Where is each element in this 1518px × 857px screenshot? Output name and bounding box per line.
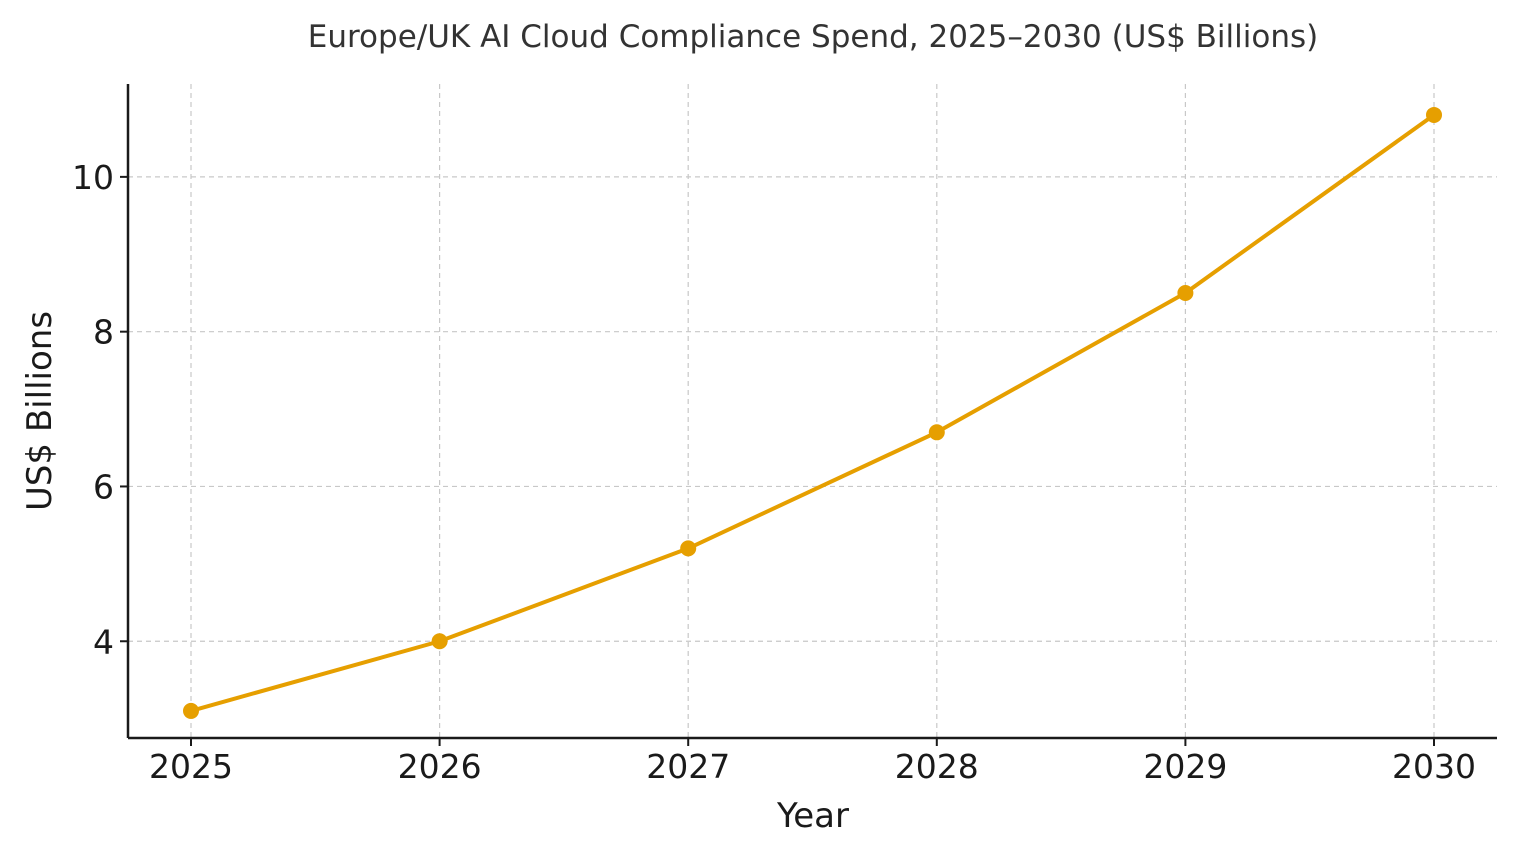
y-tick-label: 10 (72, 158, 114, 197)
x-tick-label: 2026 (398, 747, 482, 786)
x-tick-label: 2025 (149, 747, 233, 786)
y-axis-label: US$ Billions (20, 311, 60, 511)
x-tick-label: 2029 (1143, 747, 1227, 786)
series-line (190, 113, 1436, 713)
data-point (928, 424, 945, 441)
axes (126, 84, 1497, 740)
data-point (680, 540, 697, 557)
x-axis-label: Year (776, 796, 849, 836)
y-tick-label: 6 (93, 467, 114, 506)
data-point (431, 633, 448, 650)
chart-title: Europe/UK AI Cloud Compliance Spend, 202… (308, 19, 1318, 55)
series (183, 106, 1442, 719)
data-point (1426, 106, 1442, 123)
x-tick-label: 2030 (1392, 747, 1476, 786)
x-tick-label: 2028 (895, 747, 979, 786)
ticks: 2025 2026 2027 2028 2029 2030 4 6 8 10 (72, 158, 1476, 786)
data-point (183, 702, 199, 719)
data-point (1177, 284, 1194, 301)
x-tick-label: 2027 (646, 747, 730, 786)
y-tick-label: 8 (93, 313, 114, 352)
grid (128, 84, 1497, 738)
y-tick-label: 4 (93, 622, 114, 661)
